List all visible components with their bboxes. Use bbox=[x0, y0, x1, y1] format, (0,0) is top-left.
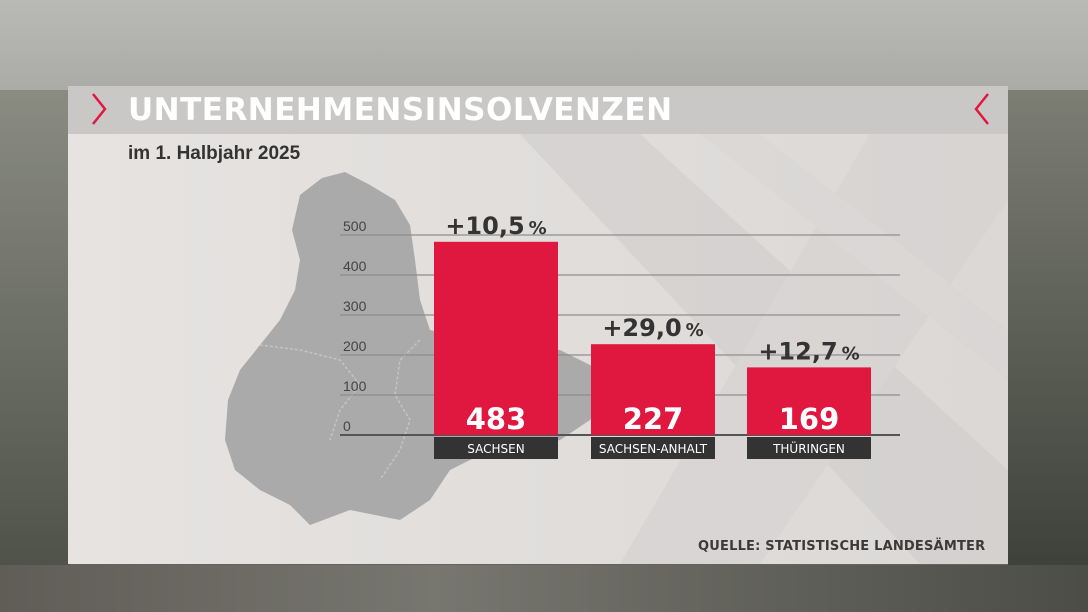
decorative-x-shape bbox=[520, 134, 1008, 564]
background-right bbox=[1008, 90, 1088, 570]
source-note: QUELLE: STATISTISCHE LANDESÄMTER bbox=[698, 539, 986, 554]
bar-2 bbox=[747, 367, 871, 435]
bar-value-label: 227 bbox=[623, 402, 684, 436]
category-label: SACHSEN-ANHALT bbox=[599, 442, 708, 456]
background-left bbox=[0, 90, 70, 570]
bar-value-label: 169 bbox=[779, 402, 840, 436]
map-borders bbox=[259, 339, 421, 481]
chart-subtitle: im 1. Halbjahr 2025 bbox=[128, 143, 301, 164]
y-tick-label: 300 bbox=[343, 298, 367, 314]
y-tick-label: 0 bbox=[343, 418, 351, 434]
background-bottom bbox=[0, 565, 1088, 612]
y-tick-label: 400 bbox=[343, 258, 367, 274]
category-box-0 bbox=[434, 437, 558, 459]
y-tick-label: 500 bbox=[343, 218, 367, 234]
chevron-left-icon bbox=[974, 93, 989, 125]
page-title: UNTERNEHMENSINSOLVENZEN bbox=[128, 92, 673, 128]
category-label: THÜRINGEN bbox=[772, 440, 845, 456]
category-label: SACHSEN bbox=[467, 442, 524, 456]
map-silhouette bbox=[225, 172, 610, 525]
bar-0 bbox=[434, 241, 558, 435]
chevron-right-icon bbox=[92, 93, 107, 125]
bar-1 bbox=[591, 344, 715, 435]
category-box-1 bbox=[591, 437, 715, 459]
change-label: +12,7% bbox=[758, 337, 859, 365]
bar-value-label: 483 bbox=[466, 402, 527, 436]
category-box-2 bbox=[747, 437, 871, 459]
y-tick-label: 100 bbox=[343, 378, 367, 394]
bars-group: 483 +10,5 % SACHSEN 227 +29,0 % SACHSEN-ANHALT 1… bbox=[434, 212, 871, 459]
header-bar bbox=[68, 86, 1008, 134]
change-label: +29,0% bbox=[602, 314, 703, 342]
y-tick-label: 200 bbox=[343, 338, 367, 354]
change-label: +10,5% bbox=[445, 212, 546, 240]
